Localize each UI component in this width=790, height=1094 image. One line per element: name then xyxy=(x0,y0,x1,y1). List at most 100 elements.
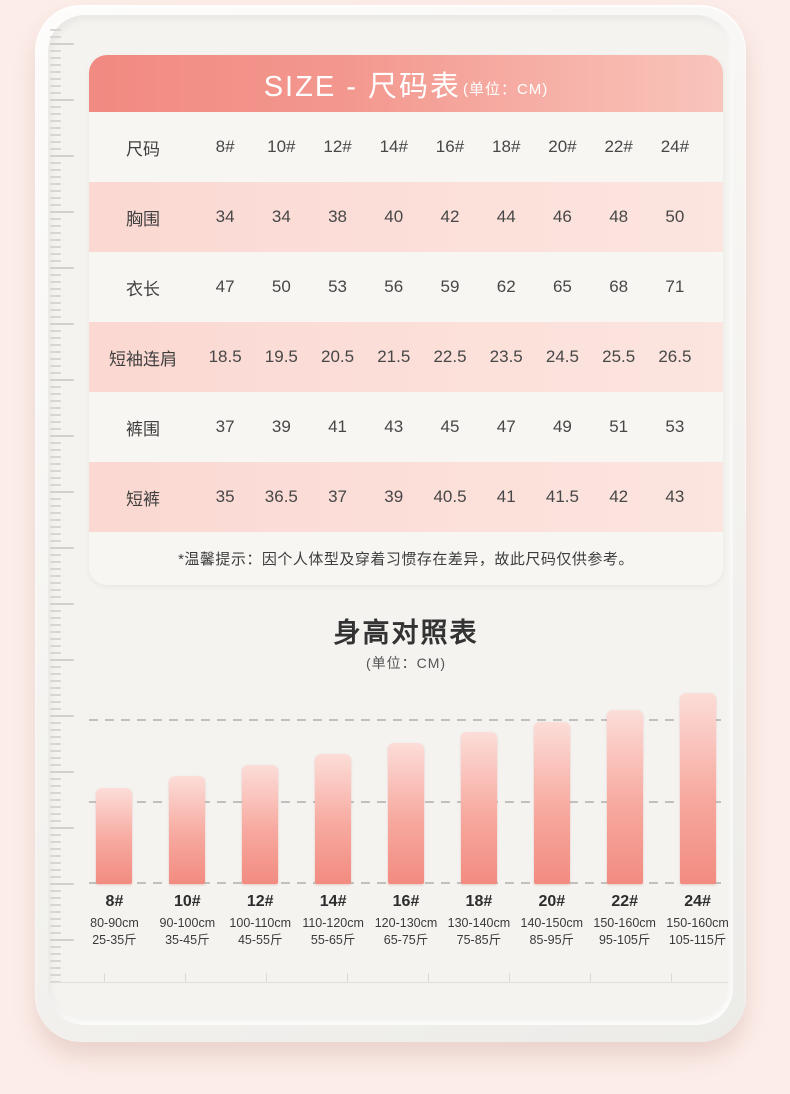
bar-height-range-label: 120-130cm xyxy=(374,916,438,930)
bar-size-label: 22# xyxy=(611,893,639,910)
bar-height-range-label: 150-160cm xyxy=(666,916,729,930)
size-table-row: 尺码 8# 10# 12# 14# 16# 18# 20# 22# 24# xyxy=(89,112,723,182)
ruler-tick xyxy=(50,260,61,262)
table-cell: 49 xyxy=(552,417,572,436)
table-cell: 39 xyxy=(384,487,404,506)
table-cell: 42 xyxy=(609,487,629,506)
table-cell: 19.5 xyxy=(264,347,298,366)
table-cell: 37 xyxy=(328,487,347,506)
table-cell: 51 xyxy=(609,417,629,436)
bar-column xyxy=(297,754,370,884)
ruler-tick xyxy=(50,225,61,227)
table-cell: 25.5 xyxy=(602,347,636,366)
bar-category-labels: 8# 80-90cm 25-35斤 10# 90-100cm 35-45斤 12# 100-1… xyxy=(78,892,734,949)
ruler-tick xyxy=(50,414,61,416)
bar-size-label: 8# xyxy=(105,893,124,910)
ruler-tick xyxy=(50,960,61,962)
ruler-tick xyxy=(50,526,61,528)
table-cell: 10# xyxy=(267,137,296,156)
row-label: 短裤 xyxy=(126,489,160,509)
ruler-tick xyxy=(50,911,61,913)
bar-size-label: 18# xyxy=(465,893,493,910)
ruler-tick xyxy=(50,211,74,213)
table-cell: 21.5 xyxy=(377,347,411,366)
ruler-tick xyxy=(50,477,61,479)
ruler-tick xyxy=(50,99,74,101)
table-cell: 47 xyxy=(496,417,516,436)
ruler-vertical xyxy=(50,29,80,983)
ruler-tick xyxy=(50,365,61,367)
ruler-tick xyxy=(50,904,61,906)
size-table-row: 短袖连肩 18.5 19.5 20.5 21.5 22.5 23.5 24.5 25.5 26.5 xyxy=(89,322,723,392)
table-cell: 39 xyxy=(271,417,291,436)
table-cell: 43 xyxy=(384,417,404,436)
ruler-tick xyxy=(50,253,61,255)
ruler-tick xyxy=(50,512,61,514)
ruler-tick xyxy=(266,973,267,982)
ruler-tick xyxy=(50,323,74,325)
bar xyxy=(315,754,352,884)
ruler-tick xyxy=(50,148,61,150)
bar-size-label: 12# xyxy=(246,893,274,910)
ruler-tick xyxy=(50,344,61,346)
size-table-row: 衣长 47 50 53 56 59 62 65 68 71 xyxy=(89,252,723,322)
bar-series xyxy=(78,692,734,884)
ruler-tick xyxy=(50,141,61,143)
ruler-tick xyxy=(50,134,61,136)
ruler-tick xyxy=(50,883,74,885)
bar-label-group: 8# 80-90cm 25-35斤 xyxy=(78,892,151,949)
bar xyxy=(169,776,206,884)
ruler-tick xyxy=(50,701,61,703)
table-cell: 40.5 xyxy=(433,487,467,506)
ruler-tick xyxy=(50,624,61,626)
ruler-tick xyxy=(50,659,74,661)
ruler-tick xyxy=(50,708,61,710)
ruler-tick xyxy=(50,827,74,829)
ruler-tick xyxy=(50,246,61,248)
table-cell: 59 xyxy=(440,277,460,296)
table-cell: 20# xyxy=(548,137,577,156)
clipboard-board: SIZE - 尺码表 (单位：CM) 尺码 8# 10# 12# 14# 16# 18# 20… xyxy=(35,5,746,1042)
ruler-tick xyxy=(50,764,61,766)
ruler-tick xyxy=(50,372,61,374)
ruler-tick xyxy=(50,666,61,668)
bar-label-group: 12# 100-110cm 45-55斤 xyxy=(224,892,297,949)
ruler-tick xyxy=(50,267,74,269)
table-cell: 38 xyxy=(328,207,347,226)
ruler-tick xyxy=(50,78,61,80)
ruler-tick xyxy=(50,603,74,605)
ruler-tick xyxy=(50,680,61,682)
bar-weight-range-label: 85-95斤 xyxy=(529,933,575,947)
ruler-tick xyxy=(50,505,61,507)
table-cell: 24# xyxy=(660,137,690,156)
ruler-tick xyxy=(50,456,61,458)
table-cell: 24.5 xyxy=(545,347,579,366)
row-label: 短袖连肩 xyxy=(109,349,177,369)
ruler-tick xyxy=(428,973,429,982)
ruler-tick xyxy=(671,973,672,982)
ruler-tick xyxy=(50,176,61,178)
table-cell: 34 xyxy=(215,207,235,226)
ruler-tick xyxy=(50,29,61,31)
ruler-tick xyxy=(50,519,61,521)
bar-height-range-label: 110-120cm xyxy=(302,916,364,930)
bar-height-range-label: 140-150cm xyxy=(520,916,584,930)
ruler-tick xyxy=(50,925,61,927)
bar-column xyxy=(515,722,588,884)
ruler-tick xyxy=(50,813,61,815)
bar-column xyxy=(224,765,297,884)
table-cell: 46 xyxy=(552,207,572,226)
table-cell: 41 xyxy=(496,487,516,506)
table-cell: 12# xyxy=(323,137,352,156)
ruler-tick xyxy=(50,589,61,591)
bar-height-range-label: 150-160cm xyxy=(593,916,656,930)
table-cell: 22# xyxy=(604,137,633,156)
ruler-tick xyxy=(50,729,61,731)
ruler-tick xyxy=(50,855,61,857)
ruler-tick xyxy=(50,820,61,822)
table-cell: 18# xyxy=(492,137,521,156)
ruler-tick xyxy=(50,694,61,696)
ruler-tick xyxy=(50,596,61,598)
ruler-tick xyxy=(50,540,61,542)
ruler-tick xyxy=(50,92,61,94)
